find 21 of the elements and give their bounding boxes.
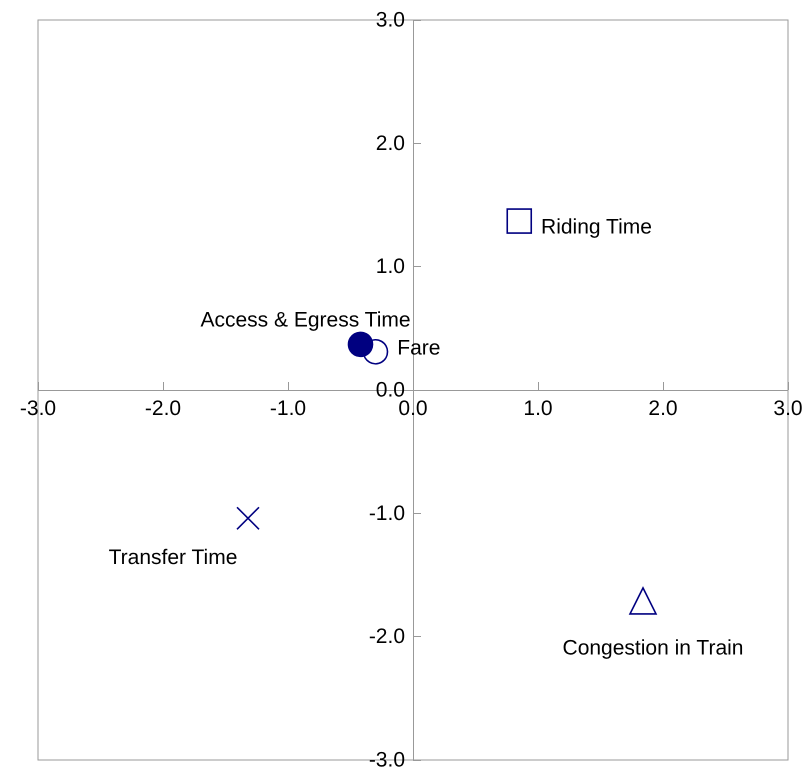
x-tick-label: 1.0 — [523, 397, 553, 420]
x-tick-label: -2.0 — [144, 397, 182, 420]
y-tick-label: -2.0 — [368, 625, 405, 648]
series-label: Access & Egress Time — [200, 308, 411, 332]
x-tick-label: 2.0 — [648, 397, 678, 420]
x-tick-label: -3.0 — [20, 397, 56, 420]
y-tick-label: 3.0 — [376, 8, 405, 32]
point — [506, 208, 532, 234]
point — [629, 587, 657, 615]
x-tick-label: -1.0 — [270, 397, 306, 420]
y-tick-label: -3.0 — [368, 748, 405, 772]
x-tick-label: 3.0 — [773, 397, 803, 420]
y-tick-label: 1.0 — [376, 255, 405, 278]
y-tick-label: 2.0 — [376, 132, 405, 155]
point — [236, 506, 260, 530]
series-label: Congestion in Train — [562, 636, 744, 660]
series-label: Riding Time — [541, 216, 652, 239]
y-tick-label: -1.0 — [368, 502, 405, 525]
series-label: Transfer Time — [108, 546, 238, 570]
series-label: Fare — [397, 336, 440, 360]
point — [348, 332, 374, 358]
